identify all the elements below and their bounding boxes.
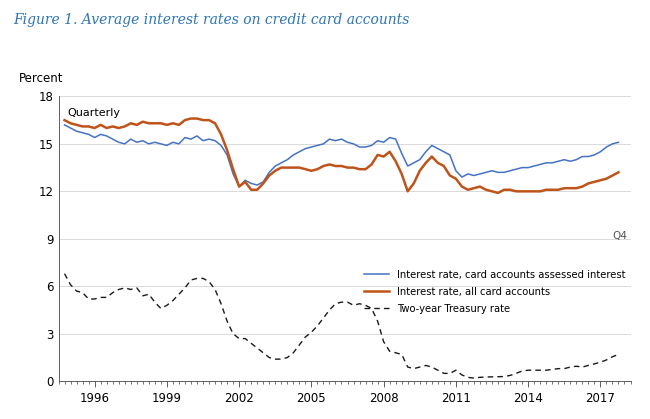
Text: Q4: Q4 bbox=[612, 231, 627, 241]
Text: Quarterly: Quarterly bbox=[67, 108, 120, 118]
Text: Percent: Percent bbox=[18, 72, 63, 85]
Text: Figure 1. Average interest rates on credit card accounts: Figure 1. Average interest rates on cred… bbox=[13, 13, 410, 26]
Legend: Interest rate, card accounts assessed interest, Interest rate, all card accounts: Interest rate, card accounts assessed in… bbox=[364, 269, 625, 313]
